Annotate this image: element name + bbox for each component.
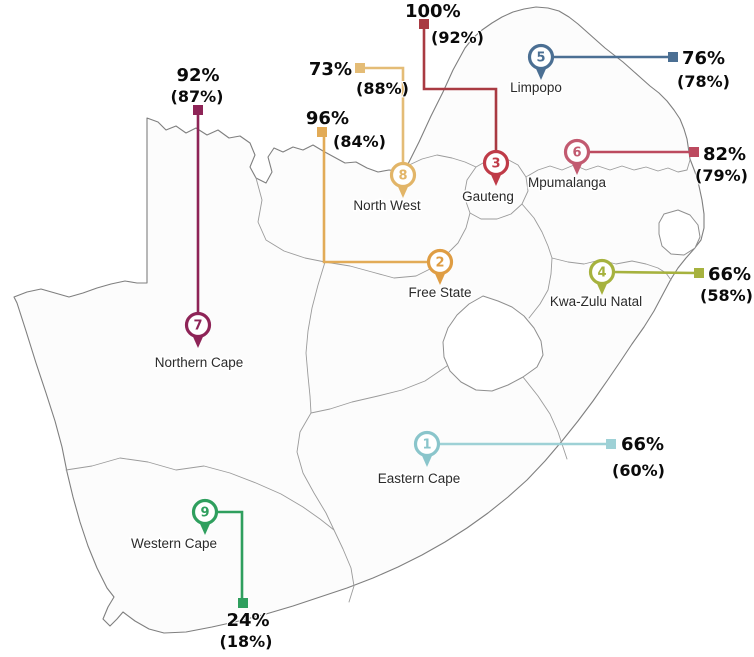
connector-endpoint-square bbox=[238, 598, 248, 608]
connector-endpoint-square bbox=[355, 63, 365, 73]
province-group-gauteng: 100% (92%) 3 Gauteng bbox=[404, 0, 515, 206]
value-label: 100% bbox=[405, 1, 461, 22]
pin-circle bbox=[191, 498, 219, 526]
province-name-label: Limpopo bbox=[510, 80, 562, 95]
map-pin-northern-cape[interactable]: 7 bbox=[184, 311, 212, 349]
province-group-northern-cape: 92% (87%) 7 Northern Cape bbox=[153, 64, 245, 372]
province-border bbox=[255, 177, 326, 263]
province-group-western-cape: 24% (18%) 9 Western Cape bbox=[129, 498, 273, 652]
province-name-label: Kwa-Zulu Natal bbox=[550, 294, 642, 309]
map-pin-north-west[interactable]: 8 bbox=[389, 161, 417, 199]
pin-number: 1 bbox=[422, 438, 431, 453]
connector-endpoint-square bbox=[317, 127, 327, 137]
province-name-label: Northern Cape bbox=[155, 355, 244, 370]
province-border bbox=[406, 154, 477, 168]
pin-circle bbox=[482, 149, 510, 177]
pin-circle bbox=[426, 248, 454, 276]
province-group-free-state: 96% (84%) 2 Free State bbox=[305, 107, 473, 302]
pin-circle bbox=[184, 311, 212, 339]
connector-line bbox=[216, 510, 244, 600]
previous-value-label: (84%) bbox=[333, 132, 386, 151]
province-name-label: Western Cape bbox=[131, 536, 217, 551]
province-border bbox=[551, 257, 672, 281]
previous-value-label: (92%) bbox=[431, 28, 484, 47]
pin-number: 8 bbox=[398, 169, 407, 184]
province-group-north-west: 73% (88%) 8 North West bbox=[308, 58, 422, 215]
pin-circle bbox=[588, 258, 616, 286]
previous-value-label: (79%) bbox=[695, 166, 748, 185]
previous-value-label: (58%) bbox=[700, 286, 753, 305]
pin-number: 9 bbox=[200, 506, 209, 521]
previous-value-label: (18%) bbox=[220, 632, 273, 651]
province-name-label: North West bbox=[353, 198, 421, 213]
pin-circle bbox=[389, 161, 417, 189]
pin-circle bbox=[527, 43, 555, 71]
province-group-eastern-cape: 66% (60%) 1 Eastern Cape bbox=[376, 430, 666, 488]
connector-line bbox=[612, 270, 697, 275]
province-border-gauteng bbox=[463, 157, 529, 220]
province-border bbox=[525, 159, 691, 178]
province-border bbox=[296, 412, 335, 531]
value-label: 76% bbox=[682, 48, 725, 69]
eswatini-outline bbox=[658, 209, 701, 256]
connector-endpoint-square bbox=[419, 19, 429, 29]
lesotho-outline bbox=[442, 295, 544, 392]
connector-endpoint-square bbox=[606, 439, 616, 449]
connector-endpoint-square bbox=[694, 268, 704, 278]
province-name-label: Eastern Cape bbox=[378, 471, 461, 486]
value-label: 73% bbox=[309, 59, 352, 80]
province-name-label: Mpumalanga bbox=[528, 175, 607, 190]
connector-endpoint-square bbox=[689, 147, 699, 157]
province-border bbox=[324, 212, 471, 279]
province-border bbox=[65, 457, 335, 531]
value-label: 24% bbox=[226, 610, 269, 631]
previous-value-label: (78%) bbox=[677, 72, 730, 91]
map-pin-kwazulu-natal[interactable]: 4 bbox=[588, 258, 616, 296]
previous-value-label: (60%) bbox=[612, 461, 665, 480]
province-border bbox=[305, 261, 326, 414]
pin-circle bbox=[413, 430, 441, 458]
pin-number: 3 bbox=[491, 157, 500, 172]
previous-value-label: (88%) bbox=[356, 79, 409, 98]
connector-endpoint-square bbox=[193, 105, 203, 115]
province-name-label: Free State bbox=[408, 285, 471, 300]
pin-number: 4 bbox=[597, 266, 606, 281]
previous-value-label: (87%) bbox=[171, 87, 224, 106]
map-pin-western-cape[interactable]: 9 bbox=[191, 498, 219, 536]
province-name-label: Gauteng bbox=[462, 189, 514, 204]
map-pin-mpumalanga[interactable]: 6 bbox=[563, 138, 591, 176]
value-label: 92% bbox=[176, 65, 219, 86]
pin-circle bbox=[563, 138, 591, 166]
province-border bbox=[333, 529, 355, 603]
pin-number: 2 bbox=[435, 256, 444, 271]
province-border bbox=[522, 376, 568, 460]
value-label: 96% bbox=[306, 108, 349, 129]
province-border bbox=[310, 365, 448, 414]
map-pin-gauteng[interactable]: 3 bbox=[482, 149, 510, 187]
province-group-mpumalanga: 82% (79%) 6 Mpumalanga bbox=[526, 138, 749, 192]
map-pin-limpopo[interactable]: 5 bbox=[527, 43, 555, 81]
province-group-limpopo: 76% (78%) 5 Limpopo bbox=[509, 43, 731, 97]
province-group-kwazulu-natal: 66% (58%) 4 Kwa-Zulu Natal bbox=[548, 258, 754, 311]
pin-number: 6 bbox=[572, 146, 581, 161]
pin-number: 5 bbox=[536, 51, 545, 66]
connector-line bbox=[322, 134, 440, 264]
connector-line bbox=[422, 26, 498, 161]
value-label: 66% bbox=[621, 434, 664, 455]
pin-number: 7 bbox=[193, 319, 202, 334]
map-pin-free-state[interactable]: 2 bbox=[426, 248, 454, 286]
connector-line bbox=[362, 66, 405, 163]
value-label: 82% bbox=[703, 144, 746, 165]
connector-endpoint-square bbox=[668, 52, 678, 62]
value-label: 66% bbox=[708, 264, 751, 285]
map-pin-eastern-cape[interactable]: 1 bbox=[413, 430, 441, 468]
south-africa-outline bbox=[13, 6, 705, 634]
